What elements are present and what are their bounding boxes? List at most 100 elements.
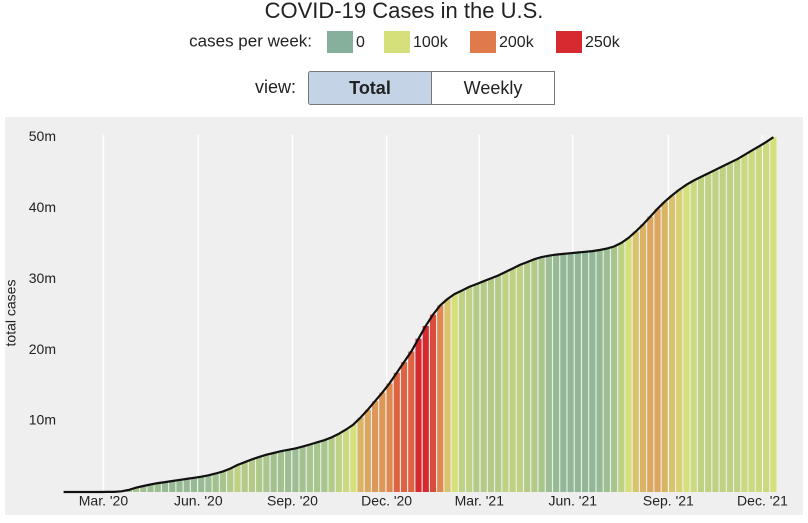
legend-label: 250k [585,34,621,51]
bar [560,254,566,492]
bar [430,315,436,492]
bar [589,251,595,492]
view-button[interactable]: Total [309,72,433,105]
bar [249,459,255,492]
bar [539,257,545,492]
bar [386,383,392,492]
bar [662,202,668,492]
bar [365,410,371,492]
bar [437,305,443,492]
x-tick-label: Mar. '20 [79,493,129,509]
y-tick-label: 40m [29,199,56,215]
bar [611,246,617,492]
bar [683,185,689,492]
bar [481,281,487,492]
bar [488,278,494,492]
bar [466,287,472,492]
bar [734,159,740,492]
bar [676,190,682,492]
bar [242,462,248,492]
bar [343,430,349,492]
legend-swatch [327,31,353,53]
bar [691,180,697,492]
view-button[interactable]: Weekly [432,72,555,105]
bar [234,465,240,492]
bar [596,250,602,492]
bar [408,351,414,492]
bar [727,163,733,492]
y-tick-label: 30m [29,270,56,286]
y-tick-label: 20m [29,341,56,357]
bar [162,482,168,492]
bar [749,151,755,492]
bar [350,425,356,492]
bar [770,137,776,492]
legend-swatch [470,31,496,53]
y-tick-label: 10m [29,412,56,428]
legend-swatch [384,31,410,53]
bar [263,455,269,492]
legend-title: cases per week: [189,31,312,50]
bar [459,290,465,492]
x-tick-label: Mar. '21 [455,493,505,509]
bar [191,478,197,492]
bar [502,272,508,492]
bar [452,294,458,492]
bar [394,373,400,492]
bar [553,255,559,492]
bar [647,217,653,492]
bar [336,434,342,492]
y-tick-label: 50m [29,128,56,144]
x-tick-label: Dec. '21 [737,493,788,509]
legend-swatch [556,31,582,53]
bar [618,243,624,492]
bar [575,252,581,492]
x-tick-label: Sep. '21 [643,493,694,509]
bar [379,393,385,492]
view-button-label[interactable]: Total [349,78,391,98]
bar [640,224,646,492]
bar [568,253,574,492]
bar [205,475,211,492]
x-tick-label: Sep. '20 [267,493,318,509]
bar [604,249,610,492]
bar [698,177,704,492]
bar [278,451,284,492]
bar [633,232,639,492]
view-button-label[interactable]: Weekly [464,78,523,98]
bar [321,440,327,492]
bar [712,170,718,492]
bar [285,450,291,492]
bar [198,477,204,492]
bar [582,252,588,492]
bar [256,457,262,492]
view-label: view: [255,77,296,97]
legend-label: 100k [413,34,449,51]
bar [546,256,552,492]
bar [300,447,306,492]
y-axis-label: total cases [3,280,19,347]
bar [307,444,313,492]
bar [669,195,675,492]
bar [292,448,298,492]
bar [372,401,378,492]
bar [423,326,429,492]
x-tick-label: Jun. '20 [174,493,223,509]
bar [169,481,175,492]
bar [415,339,421,492]
bar [401,362,407,492]
bar [473,284,479,492]
bar [510,268,516,492]
bar [720,166,726,492]
bar [741,155,747,492]
bar [329,437,335,492]
x-tick-label: Jun. '21 [548,493,597,509]
bar [517,265,523,492]
bar [227,469,233,492]
bar [184,479,190,492]
x-tick-label: Dec. '20 [361,493,412,509]
bar [495,276,501,492]
bar [176,480,182,492]
bar [271,453,277,492]
